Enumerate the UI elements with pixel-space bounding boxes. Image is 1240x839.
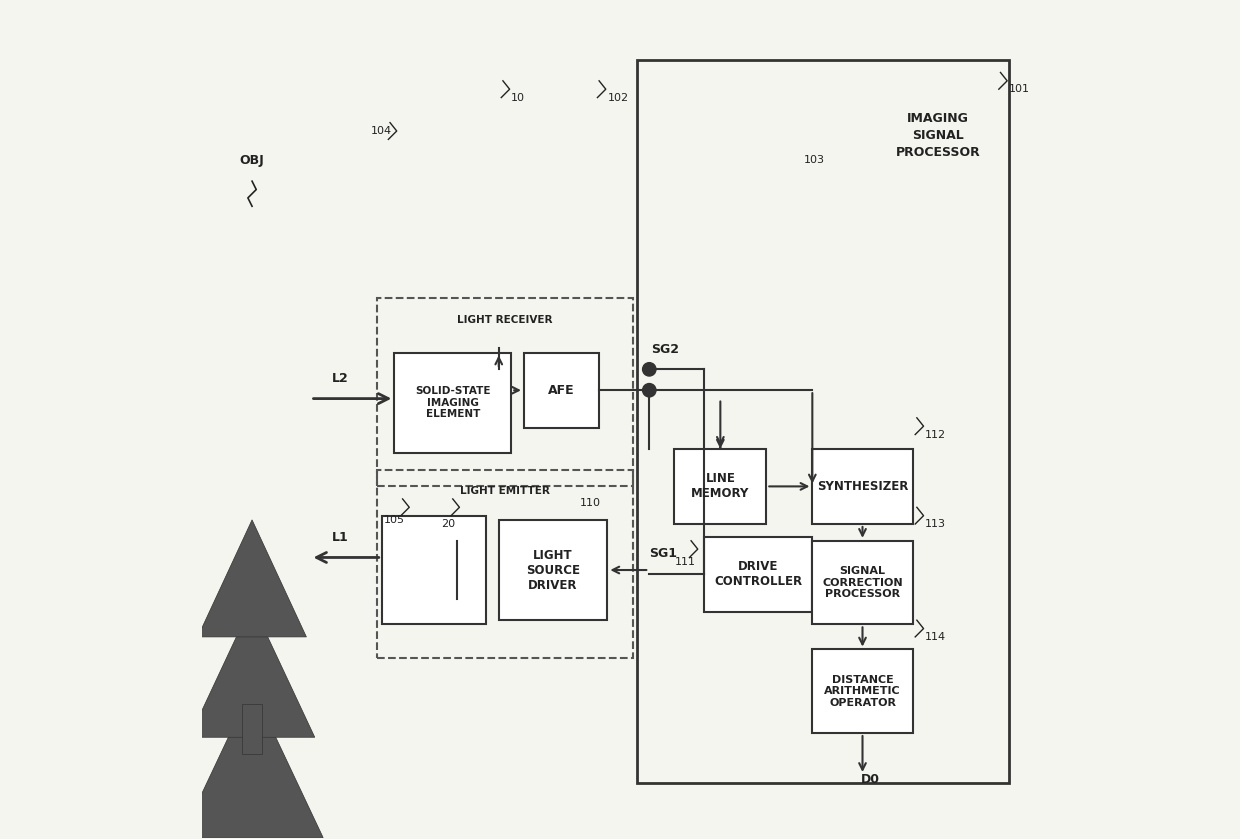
FancyBboxPatch shape [812,649,913,733]
FancyBboxPatch shape [812,541,913,624]
Polygon shape [190,603,315,737]
Text: LINE
MEMORY: LINE MEMORY [691,472,749,500]
Text: 20: 20 [441,519,455,529]
Polygon shape [181,687,324,837]
Text: 101: 101 [1009,84,1030,94]
Text: DRIVE
CONTROLLER: DRIVE CONTROLLER [714,560,802,588]
FancyBboxPatch shape [812,449,913,524]
Circle shape [642,362,656,376]
FancyBboxPatch shape [498,520,608,620]
FancyBboxPatch shape [675,449,766,524]
Text: SYNTHESIZER: SYNTHESIZER [817,480,908,492]
Text: L1: L1 [331,531,348,544]
Text: 105: 105 [383,515,404,525]
Text: IMAGING
SIGNAL
PROCESSOR: IMAGING SIGNAL PROCESSOR [895,112,980,159]
Text: 102: 102 [608,92,629,102]
Circle shape [642,383,656,397]
Text: AFE: AFE [548,383,575,397]
Bar [242,704,262,754]
Text: OBJ: OBJ [239,154,264,167]
Text: L2: L2 [331,372,348,385]
Polygon shape [424,545,456,595]
Text: 113: 113 [925,519,946,529]
Text: LIGHT EMITTER: LIGHT EMITTER [460,487,551,497]
FancyBboxPatch shape [523,352,599,428]
Text: 10: 10 [511,92,526,102]
Text: 103: 103 [804,155,825,165]
Text: DISTANCE
ARITHMETIC
OPERATOR: DISTANCE ARITHMETIC OPERATOR [825,675,900,708]
Text: D0: D0 [862,774,880,786]
Ellipse shape [403,533,453,607]
Text: 114: 114 [925,632,946,642]
Text: 104: 104 [371,126,392,136]
Text: 112: 112 [925,430,946,440]
FancyBboxPatch shape [382,516,486,624]
Polygon shape [197,520,306,637]
Text: SOLID-STATE
IMAGING
ELEMENT: SOLID-STATE IMAGING ELEMENT [415,386,491,420]
FancyBboxPatch shape [394,352,511,453]
Text: 111: 111 [675,556,696,566]
Text: LIGHT RECEIVER: LIGHT RECEIVER [458,315,553,325]
Text: SG1: SG1 [650,548,677,560]
Text: SG2: SG2 [651,342,680,356]
FancyBboxPatch shape [703,537,812,612]
Text: SIGNAL
CORRECTION
PROCESSOR: SIGNAL CORRECTION PROCESSOR [822,566,903,599]
Text: 110: 110 [580,498,601,508]
Text: LIGHT
SOURCE
DRIVER: LIGHT SOURCE DRIVER [526,549,580,591]
